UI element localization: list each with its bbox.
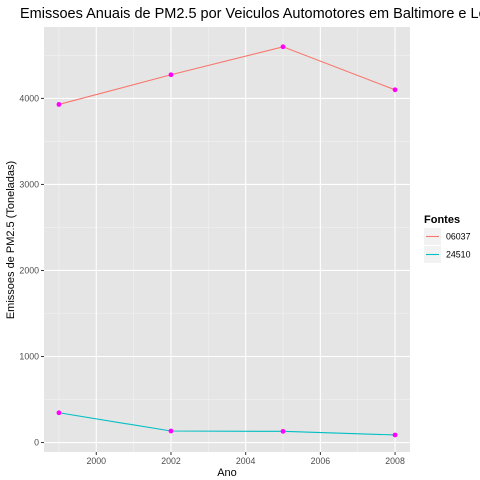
legend-item-06037: 06037 xyxy=(424,228,471,245)
y-tick-label: 4000 xyxy=(19,93,39,103)
legend-label: 24510 xyxy=(446,250,471,260)
x-tick-label: 2004 xyxy=(236,456,256,466)
series-lines xyxy=(58,46,396,436)
x-axis-label: Ano xyxy=(217,467,237,479)
y-axis-tick-labels: 0 1000 2000 3000 4000 xyxy=(19,93,44,448)
legend-items: 06037 24510 xyxy=(424,228,471,263)
legend-item-24510: 24510 xyxy=(424,246,471,263)
y-tick-label: 2000 xyxy=(19,265,39,275)
chart-title: Emissoes Anuais de PM2.5 por Veiculos Au… xyxy=(20,6,480,22)
data-point xyxy=(56,102,62,107)
data-point xyxy=(168,428,174,434)
legend: Fontes 06037 24510 xyxy=(424,214,471,263)
x-tick-label: 2006 xyxy=(311,456,331,466)
data-point xyxy=(392,432,398,438)
x-tick-label: 2008 xyxy=(385,456,405,466)
y-tick-label: 0 xyxy=(34,438,39,448)
x-tick-label: 2002 xyxy=(161,456,181,466)
x-tick-label: 2000 xyxy=(86,456,106,466)
y-tick-label: 1000 xyxy=(19,352,39,362)
plot-panel xyxy=(44,27,410,452)
data-point xyxy=(56,410,62,416)
x-axis-tick-labels: 2000 2002 2004 2006 2008 xyxy=(86,452,405,466)
data-point xyxy=(280,44,286,50)
y-tick-label: 3000 xyxy=(19,179,39,189)
series-line-24510 xyxy=(58,412,396,436)
data-points xyxy=(56,44,398,438)
legend-label: 06037 xyxy=(446,232,471,242)
data-point xyxy=(168,72,174,78)
legend-title: Fontes xyxy=(424,214,460,226)
grid-lines xyxy=(44,27,410,452)
series-line-06037 xyxy=(58,46,396,105)
data-point xyxy=(280,428,286,434)
y-axis-label: Emissoes de PM2.5 (Toneladas) xyxy=(5,161,17,319)
data-point xyxy=(392,87,398,93)
